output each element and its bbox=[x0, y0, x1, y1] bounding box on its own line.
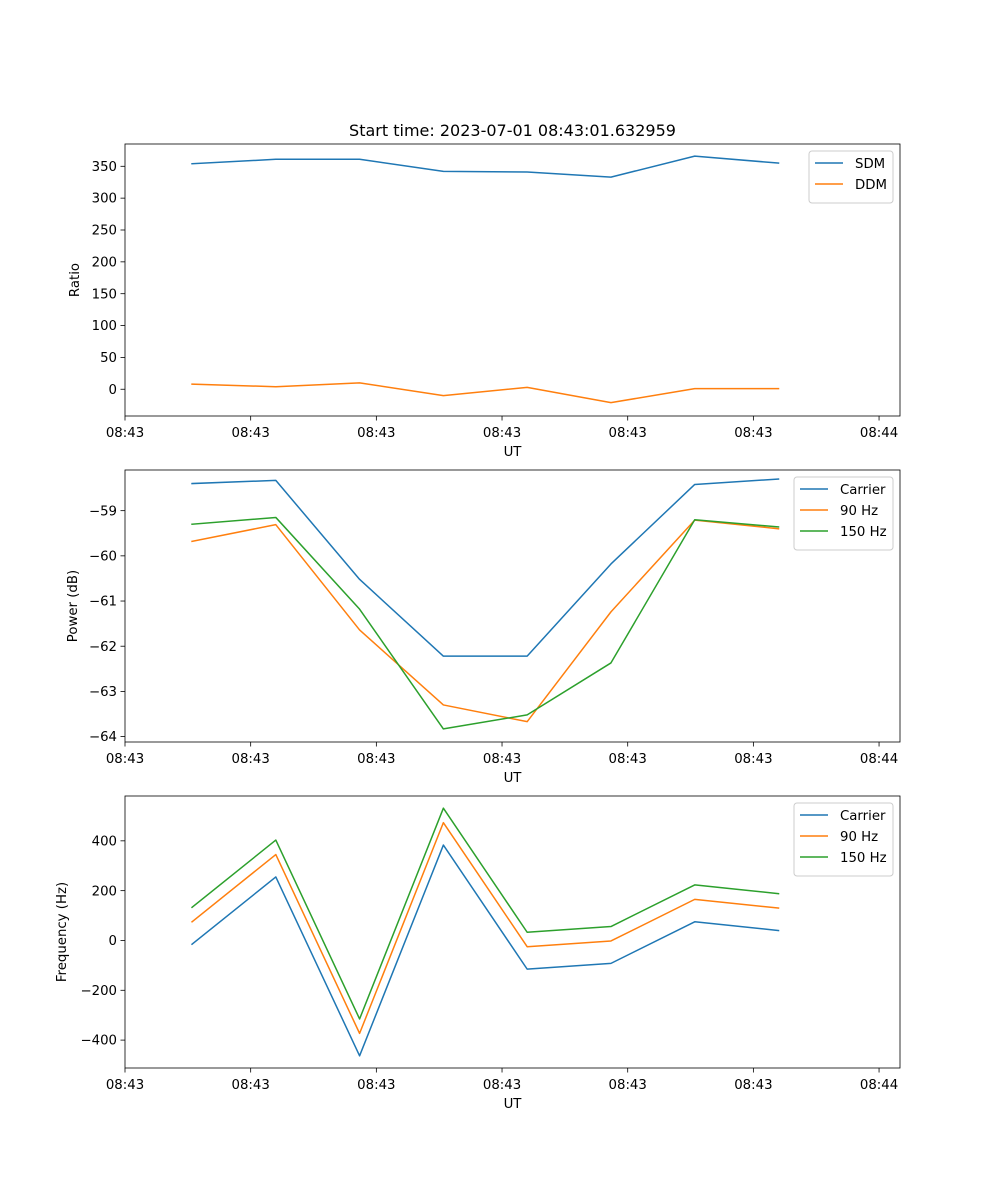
x-tick-label: 08:43 bbox=[106, 752, 144, 767]
axes-frame bbox=[124, 795, 901, 1069]
y-tick-label: −63 bbox=[89, 685, 117, 700]
legend-label: Carrier bbox=[840, 483, 886, 498]
y-tick-label: 0 bbox=[109, 934, 117, 949]
legend: Carrier 90 Hz 150 Hz bbox=[793, 802, 894, 877]
series-line-carrier bbox=[191, 478, 780, 657]
subplot-1: 08:43 08:43 08:43 08:43 08:43 08:43 08:44 0 50 10… bbox=[68, 143, 901, 460]
subplot-2: 08:43 08:43 08:43 08:43 08:43 08:43 08:44 −64 −6… bbox=[66, 469, 901, 786]
x-tick-label: 08:43 bbox=[232, 752, 270, 767]
axes-frame bbox=[124, 469, 901, 743]
series-line-ddm bbox=[191, 382, 780, 404]
legend: SDM DDM bbox=[808, 150, 894, 204]
y-tick-label: 0 bbox=[109, 383, 117, 398]
x-axis-label: UT bbox=[504, 771, 523, 786]
legend: Carrier 90 Hz 150 Hz bbox=[793, 476, 894, 551]
y-tick-label: 250 bbox=[92, 224, 117, 239]
x-tick-label: 08:44 bbox=[860, 752, 898, 767]
series-line-150-hz bbox=[190, 807, 780, 1020]
series-line-90-hz bbox=[191, 519, 780, 723]
legend-label: 150 Hz bbox=[840, 851, 887, 866]
axes-frame bbox=[124, 143, 901, 417]
y-axis-label: Power (dB) bbox=[66, 570, 81, 642]
series-line-carrier bbox=[190, 844, 780, 1057]
legend-label: 90 Hz bbox=[840, 830, 878, 845]
legend-label: 90 Hz bbox=[840, 504, 878, 519]
legend-box bbox=[808, 150, 894, 204]
y-tick-label: −400 bbox=[80, 1034, 117, 1049]
x-tick-label: 08:43 bbox=[232, 1078, 270, 1093]
y-tick-label: −61 bbox=[89, 595, 117, 610]
legend-label: Carrier bbox=[840, 809, 886, 824]
panels: 08:43 08:43 08:43 08:43 08:43 08:43 08:44 0 50 10… bbox=[55, 143, 901, 1112]
chart-title: Start time: 2023-07-01 08:43:01.632959 bbox=[349, 121, 676, 140]
x-tick-label: 08:43 bbox=[106, 1078, 144, 1093]
y-tick-label: −62 bbox=[89, 640, 117, 655]
x-tick-label: 08:43 bbox=[609, 752, 647, 767]
y-tick-label: 100 bbox=[92, 319, 117, 334]
x-tick-label: 08:43 bbox=[357, 1078, 395, 1093]
x-tick-label: 08:43 bbox=[483, 752, 521, 767]
x-tick-label: 08:43 bbox=[609, 426, 647, 441]
x-tick-label: 08:43 bbox=[106, 426, 144, 441]
x-tick-label: 08:43 bbox=[734, 752, 772, 767]
y-axis-label: Ratio bbox=[68, 263, 83, 297]
y-tick-label: 400 bbox=[92, 834, 117, 849]
legend-label: DDM bbox=[855, 178, 887, 193]
series-line-90-hz bbox=[190, 821, 780, 1035]
series-line-sdm bbox=[191, 155, 780, 178]
x-tick-label: 08:43 bbox=[232, 426, 270, 441]
y-tick-label: 350 bbox=[92, 160, 117, 175]
y-axis-label: Frequency (Hz) bbox=[55, 882, 70, 982]
x-tick-label: 08:43 bbox=[357, 426, 395, 441]
x-axis-label: UT bbox=[504, 1097, 523, 1112]
y-tick-label: −64 bbox=[89, 730, 117, 745]
x-tick-label: 08:43 bbox=[357, 752, 395, 767]
subplot-3: 08:43 08:43 08:43 08:43 08:43 08:43 08:44 −400 −… bbox=[55, 795, 901, 1112]
y-tick-label: −60 bbox=[89, 549, 117, 564]
x-axis-label: UT bbox=[504, 445, 523, 460]
legend-label: SDM bbox=[855, 157, 885, 172]
y-tick-label: 50 bbox=[100, 351, 117, 366]
x-tick-label: 08:43 bbox=[483, 1078, 521, 1093]
y-tick-label: 200 bbox=[92, 255, 117, 270]
y-tick-label: 150 bbox=[92, 287, 117, 302]
y-tick-label: −200 bbox=[80, 984, 117, 999]
x-tick-label: 08:43 bbox=[609, 1078, 647, 1093]
x-tick-label: 08:43 bbox=[734, 426, 772, 441]
x-tick-label: 08:43 bbox=[734, 1078, 772, 1093]
x-tick-label: 08:43 bbox=[483, 426, 521, 441]
series-line-150-hz bbox=[191, 516, 780, 730]
y-tick-label: −59 bbox=[89, 504, 117, 519]
x-tick-label: 08:44 bbox=[860, 1078, 898, 1093]
x-tick-label: 08:44 bbox=[860, 426, 898, 441]
y-tick-label: 300 bbox=[92, 192, 117, 207]
legend-label: 150 Hz bbox=[840, 525, 887, 540]
y-tick-label: 200 bbox=[92, 884, 117, 899]
